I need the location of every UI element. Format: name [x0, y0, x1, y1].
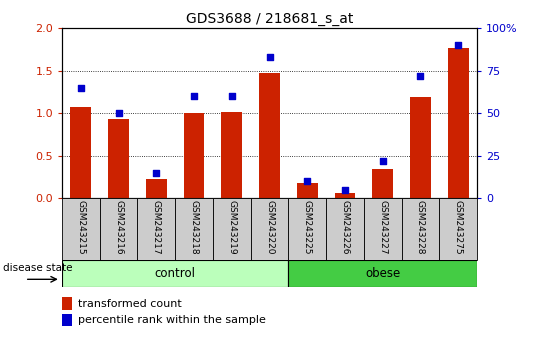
Bar — [372, 169, 393, 198]
Bar — [439, 198, 477, 260]
Bar — [184, 113, 204, 198]
Point — [190, 93, 198, 99]
Point — [77, 85, 85, 91]
Point — [114, 110, 123, 116]
Bar — [288, 198, 326, 260]
Text: GSM243219: GSM243219 — [227, 200, 236, 255]
Title: GDS3688 / 218681_s_at: GDS3688 / 218681_s_at — [186, 12, 353, 26]
Bar — [213, 198, 251, 260]
Bar — [175, 198, 213, 260]
Text: GSM243225: GSM243225 — [303, 200, 312, 255]
Bar — [335, 193, 355, 198]
Text: control: control — [155, 267, 196, 280]
Bar — [100, 198, 137, 260]
Text: GSM243228: GSM243228 — [416, 200, 425, 255]
Text: GSM243215: GSM243215 — [77, 200, 85, 255]
Text: obese: obese — [365, 267, 400, 280]
Bar — [297, 183, 317, 198]
Bar — [108, 119, 129, 198]
Bar — [146, 179, 167, 198]
Text: transformed count: transformed count — [78, 299, 182, 309]
Text: percentile rank within the sample: percentile rank within the sample — [78, 315, 266, 325]
Bar — [364, 198, 402, 260]
Point — [341, 187, 349, 193]
Point — [152, 170, 161, 176]
Bar — [62, 198, 100, 260]
Point — [416, 73, 425, 79]
Bar — [410, 97, 431, 198]
Bar — [62, 260, 288, 287]
Text: GSM243218: GSM243218 — [190, 200, 198, 255]
Text: GSM243227: GSM243227 — [378, 200, 387, 255]
Bar — [62, 297, 72, 310]
Point — [378, 158, 387, 164]
Bar — [71, 107, 91, 198]
Point — [303, 178, 312, 184]
Bar — [326, 198, 364, 260]
Text: GSM243216: GSM243216 — [114, 200, 123, 255]
Bar — [222, 112, 242, 198]
Text: GSM243217: GSM243217 — [152, 200, 161, 255]
Bar — [259, 73, 280, 198]
Text: GSM243275: GSM243275 — [454, 200, 462, 255]
Bar — [62, 314, 72, 326]
Bar — [448, 48, 468, 198]
Text: disease state: disease state — [3, 263, 73, 273]
Bar — [251, 198, 288, 260]
Bar — [137, 198, 175, 260]
Point — [227, 93, 236, 99]
Bar — [402, 198, 439, 260]
Text: GSM243220: GSM243220 — [265, 200, 274, 255]
Point — [265, 55, 274, 60]
Text: GSM243226: GSM243226 — [341, 200, 349, 255]
Point — [454, 42, 462, 48]
Bar — [288, 260, 477, 287]
